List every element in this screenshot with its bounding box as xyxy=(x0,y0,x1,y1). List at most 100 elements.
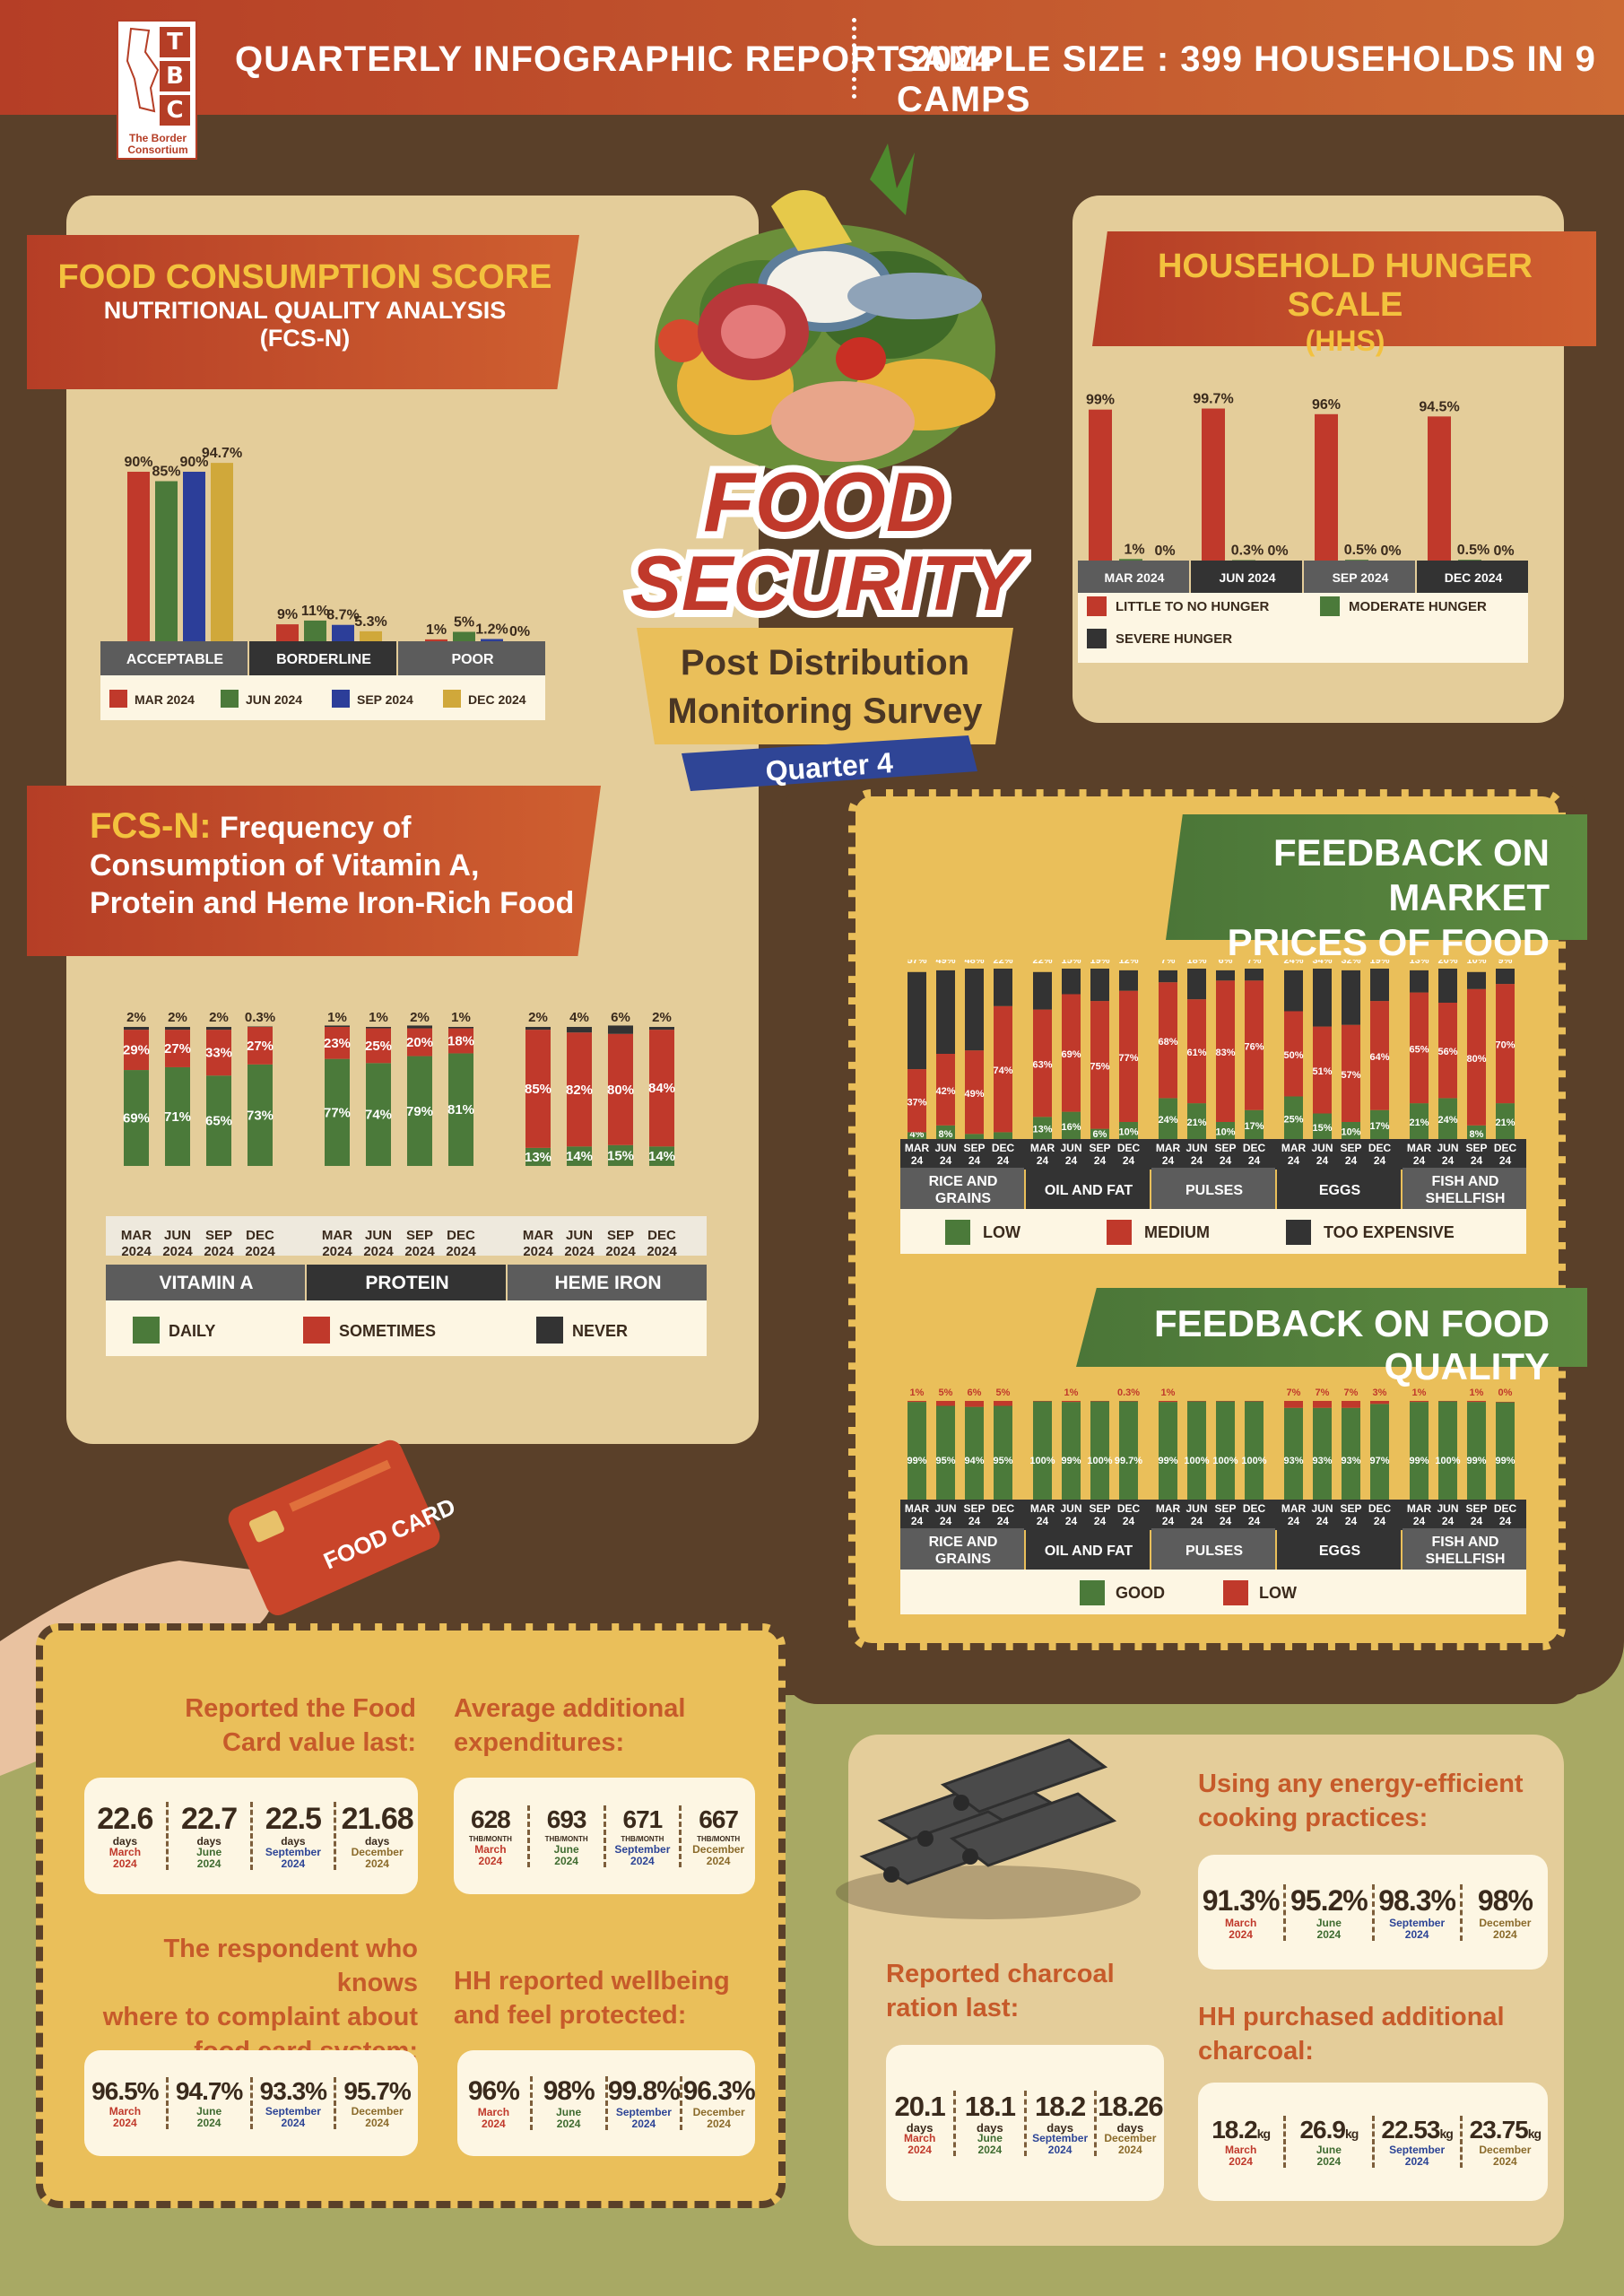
expend-stat-item: 667 THB/MONTH December 2024 xyxy=(679,1805,755,1867)
market-chart-data-label: 19% xyxy=(1090,960,1109,966)
quality-chart-period-label: DEC xyxy=(1117,1502,1141,1515)
market-chart-segment xyxy=(1119,990,1138,1122)
fcsn-chart-period-label: MAR xyxy=(121,1228,152,1243)
complaint-stat-year: 2024 xyxy=(113,2117,137,2129)
quality-chart-period-label: MAR xyxy=(1407,1502,1432,1515)
fcsn-chart-data-label: 65% xyxy=(205,1114,232,1129)
fcsn-chart-segment xyxy=(649,1146,674,1166)
fcs-data-label: 0% xyxy=(509,624,530,639)
quality-chart-group-cell xyxy=(1151,1528,1275,1570)
fcs-legend-label: DEC 2024 xyxy=(468,692,526,707)
purchased-stat-value: 26.9kg xyxy=(1299,2116,1359,2144)
energy-question-line-1: Using any energy-efficient xyxy=(1198,1770,1524,1798)
fcs-bar xyxy=(425,639,447,641)
market-chart-segment xyxy=(1370,1001,1389,1110)
quality-legend-label: LOW xyxy=(1259,1584,1297,1602)
market-chart-period-label: SEP xyxy=(963,1142,985,1154)
fcsn-chart-period-label: JUN xyxy=(566,1228,593,1243)
quality-chart-data-label: 1% xyxy=(1470,1387,1484,1398)
quality-chart-segment xyxy=(1467,1401,1486,1403)
fcsn-chart-segment xyxy=(608,1033,633,1145)
fcsn-chart-segment xyxy=(407,1056,432,1166)
complaint-stat-item: 96.5% March 2024 xyxy=(84,2077,166,2129)
market-chart-period-label: SEP xyxy=(1340,1142,1361,1154)
wellbeing-stat-year: 2024 xyxy=(556,2118,581,2130)
expend-stat-item: 628 THB/MONTH March 2024 xyxy=(454,1805,527,1867)
hhs-category-label: MAR 2024 xyxy=(1105,570,1165,585)
market-chart-segment xyxy=(1496,969,1515,985)
market-legend-label: TOO EXPENSIVE xyxy=(1324,1223,1455,1241)
quality-ribbon xyxy=(1076,1288,1587,1367)
quality-chart-data-label: 7% xyxy=(1287,1387,1301,1398)
fcsn-chart-data-label: 73% xyxy=(247,1108,274,1123)
expend-stat-item: 693 THB/MONTH June 2024 xyxy=(526,1805,604,1867)
market-chart-segment xyxy=(1467,988,1486,1126)
fcs-ribbon xyxy=(27,235,579,389)
fcsn-legend-swatch xyxy=(303,1317,330,1344)
hhs-bar xyxy=(1345,560,1368,561)
fcs-legend-swatch xyxy=(443,690,461,708)
market-chart-period-year: 24 xyxy=(997,1154,1010,1167)
fcsn-heading: FCS-N: Frequency of Consumption of Vitam… xyxy=(90,807,592,922)
title-security-outline: SECURITY xyxy=(630,541,1026,627)
fcsn-chart-segment xyxy=(525,1027,551,1031)
fcs-legend-swatch xyxy=(332,690,350,708)
market-chart-data-label: 48% xyxy=(964,960,984,966)
quality-chart-segment xyxy=(908,1402,926,1500)
market-chart-period-label: JUN xyxy=(1311,1142,1333,1154)
complaint-stat-month: June xyxy=(196,2105,222,2118)
quality-chart-segment xyxy=(1033,1401,1052,1500)
quality-chart-period-year: 24 xyxy=(1499,1515,1512,1527)
market-chart-segment xyxy=(994,969,1012,1006)
market-ribbon xyxy=(1166,814,1587,940)
fcsn-chart-data-label: 20% xyxy=(406,1035,433,1050)
quality-chart-segment xyxy=(1342,1401,1360,1408)
market-chart-segment xyxy=(1090,1001,1109,1129)
fcs-bar xyxy=(127,472,150,641)
fcs-bar xyxy=(155,481,178,641)
fcsn-chart-segment xyxy=(325,1027,350,1059)
hhs-data-label: 99% xyxy=(1086,393,1115,408)
fcsn-chart-period-year: 2024 xyxy=(523,1244,553,1259)
quality-chart-data-label: 95% xyxy=(935,1456,955,1466)
wellbeing-stat-item: 98% June 2024 xyxy=(529,2076,605,2130)
quality-chart-group-label: OIL AND FAT xyxy=(1045,1544,1133,1559)
fcsn-chart-period-label: SEP xyxy=(406,1228,433,1243)
market-chart-group-cell xyxy=(1277,1168,1401,1209)
foodcard-stat-item: 22.5 days September 2024 xyxy=(249,1802,334,1870)
market-chart-period-label: MAR xyxy=(905,1142,930,1154)
market-chart-segment xyxy=(965,1050,984,1135)
market-chart-period-year: 24 xyxy=(1471,1154,1483,1167)
subtitle-banner xyxy=(637,628,1013,744)
foodcard-stat-unit: days xyxy=(196,1835,221,1848)
fcsn-chart-segment xyxy=(206,1027,231,1031)
energy-stat-value: 98% xyxy=(1477,1883,1533,1917)
hhs-data-label: 0.3% xyxy=(1231,543,1264,558)
energy-stat-value: 98.3% xyxy=(1378,1883,1456,1917)
quality-chart-data-label: 100% xyxy=(1184,1456,1209,1466)
quality-chart-period-year: 24 xyxy=(1288,1515,1300,1527)
market-chart-data-label: 17% xyxy=(1369,1121,1389,1132)
fcs-data-label: 1.2% xyxy=(475,622,508,637)
market-chart-segment xyxy=(1342,1024,1360,1122)
fcsn-chart-segment xyxy=(366,1027,391,1029)
foodcard-stat-value: 22.6 xyxy=(97,1802,153,1836)
fcsn-chart-segment xyxy=(448,1053,473,1166)
market-chart-data-label: 8% xyxy=(1470,1129,1484,1140)
market-chart-segment xyxy=(1496,984,1515,1104)
expend-stat-value: 628 xyxy=(471,1805,511,1833)
quality-chart-period-label: MAR xyxy=(1156,1502,1181,1515)
market-chart-period-year: 24 xyxy=(1316,1154,1329,1167)
quality-chart-period-label: MAR xyxy=(905,1502,930,1515)
quality-chart-segment xyxy=(1090,1401,1109,1500)
market-chart-segment xyxy=(1033,1117,1052,1139)
market-chart-data-label: 22% xyxy=(993,960,1012,966)
expend-stat-unit: THB/MONTH xyxy=(621,1834,664,1843)
fcsn-chart-group-label: HEME IRON xyxy=(554,1273,661,1293)
purchased-stat-value: 23.75kg xyxy=(1469,2116,1541,2144)
fcsn-chart-period-label: DEC xyxy=(246,1228,274,1243)
market-chart-period-year: 24 xyxy=(1248,1154,1261,1167)
quality-chart-segment xyxy=(1159,1402,1177,1500)
energy-stat-value: 91.3% xyxy=(1202,1883,1281,1917)
